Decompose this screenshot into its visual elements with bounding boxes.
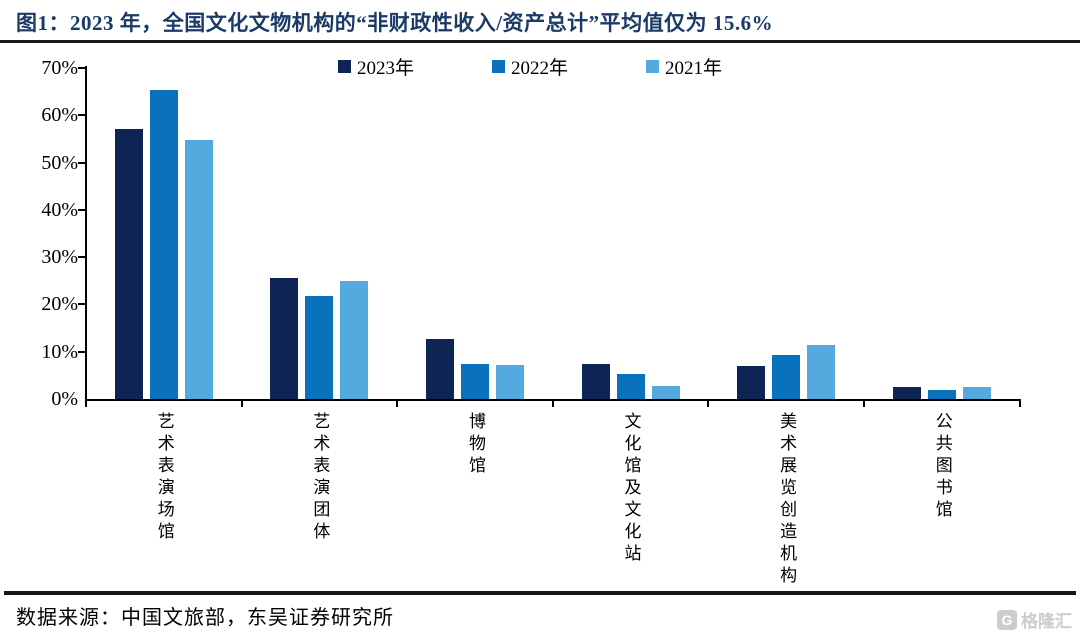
legend-swatch-2023年 — [338, 60, 351, 73]
y-axis-tick-30 — [78, 256, 86, 259]
bar-2023年-文化馆及文化站 — [581, 364, 610, 399]
y-axis-tick-10 — [78, 350, 86, 353]
x-axis-tick-6 — [1018, 401, 1021, 407]
y-axis-label-0: 0% — [51, 388, 78, 410]
gelonghui-logo-icon: G — [997, 609, 1017, 630]
x-axis-tick-4 — [707, 401, 710, 407]
y-axis-label-10: 10% — [41, 340, 78, 363]
bar-2023年-艺术表演团体 — [270, 277, 299, 399]
legend-label-2023年: 2023年 — [357, 58, 415, 79]
bottom-divider — [4, 591, 1076, 595]
bar-2022年-公共图书馆 — [927, 390, 956, 399]
bar-2021年-文化馆及文化站 — [651, 385, 680, 399]
bar-2022年-博物馆 — [460, 364, 489, 399]
category-label-美术展览创造机构: 美术展览创造机构 — [777, 412, 797, 588]
bar-2023年-博物馆 — [425, 339, 454, 399]
legend-item-2022年: 2022年 — [492, 53, 568, 80]
x-axis — [85, 399, 1021, 401]
category-label-艺术表演团体: 艺术表演团体 — [310, 412, 330, 544]
y-axis-label-30: 30% — [41, 246, 78, 269]
y-axis-tick-50 — [78, 161, 86, 164]
legend-item-2023年: 2023年 — [338, 53, 414, 80]
y-axis-label-60: 60% — [41, 104, 78, 127]
x-axis-tick-1 — [240, 401, 243, 407]
legend-label-2021年: 2021年 — [665, 58, 723, 79]
legend-label-2022年: 2022年 — [511, 58, 569, 79]
chart-legend: 2023年 2022年 2021年 — [338, 53, 722, 80]
category-label-博物馆: 博物馆 — [465, 412, 485, 478]
x-axis-tick-3 — [551, 401, 554, 407]
y-axis-label-40: 40% — [41, 198, 78, 221]
watermark: G 格隆汇 — [997, 607, 1072, 632]
legend-item-2021年: 2021年 — [646, 53, 722, 80]
bar-2021年-公共图书馆 — [962, 387, 991, 399]
legend-swatch-2021年 — [646, 60, 660, 73]
legend-swatch-2022年 — [492, 60, 506, 73]
bar-2021年-博物馆 — [495, 364, 524, 399]
watermark-label: 格隆汇 — [1021, 612, 1072, 631]
y-axis-tick-70 — [78, 67, 86, 69]
y-axis-tick-40 — [78, 208, 86, 211]
x-axis-tick-2 — [396, 401, 399, 407]
x-axis-tick-0 — [85, 401, 87, 407]
category-label-文化馆及文化站: 文化馆及文化站 — [621, 412, 641, 566]
top-divider — [0, 40, 1080, 43]
bar-2021年-美术展览创造机构 — [807, 345, 836, 399]
y-axis-tick-20 — [78, 303, 86, 306]
bar-2022年-艺术表演场馆 — [149, 90, 178, 399]
y-axis — [85, 66, 87, 401]
page-title: 图1：2023 年，全国文化文物机构的“非财政性收入/资产总计”平均值仅为 15… — [16, 11, 774, 35]
source-note: 数据来源：中国文旅部，东吴证券研究所 — [16, 607, 394, 629]
bar-2023年-艺术表演场馆 — [114, 129, 143, 399]
bar-2022年-艺术表演团体 — [305, 295, 334, 399]
bar-2021年-艺术表演团体 — [340, 280, 369, 399]
bar-2021年-艺术表演场馆 — [184, 140, 213, 399]
x-axis-tick-5 — [862, 401, 865, 407]
category-label-艺术表演场馆: 艺术表演场馆 — [154, 412, 174, 544]
y-axis-label-70: 70% — [41, 57, 78, 79]
y-axis-label-20: 20% — [41, 293, 78, 316]
bar-2023年-公共图书馆 — [892, 386, 921, 399]
bar-2022年-美术展览创造机构 — [772, 355, 801, 399]
bar-2023年-美术展览创造机构 — [737, 365, 766, 399]
y-axis-label-50: 50% — [41, 151, 78, 174]
bar-2022年-文化馆及文化站 — [616, 374, 645, 399]
category-label-公共图书馆: 公共图书馆 — [932, 412, 952, 522]
y-axis-tick-60 — [78, 114, 86, 117]
